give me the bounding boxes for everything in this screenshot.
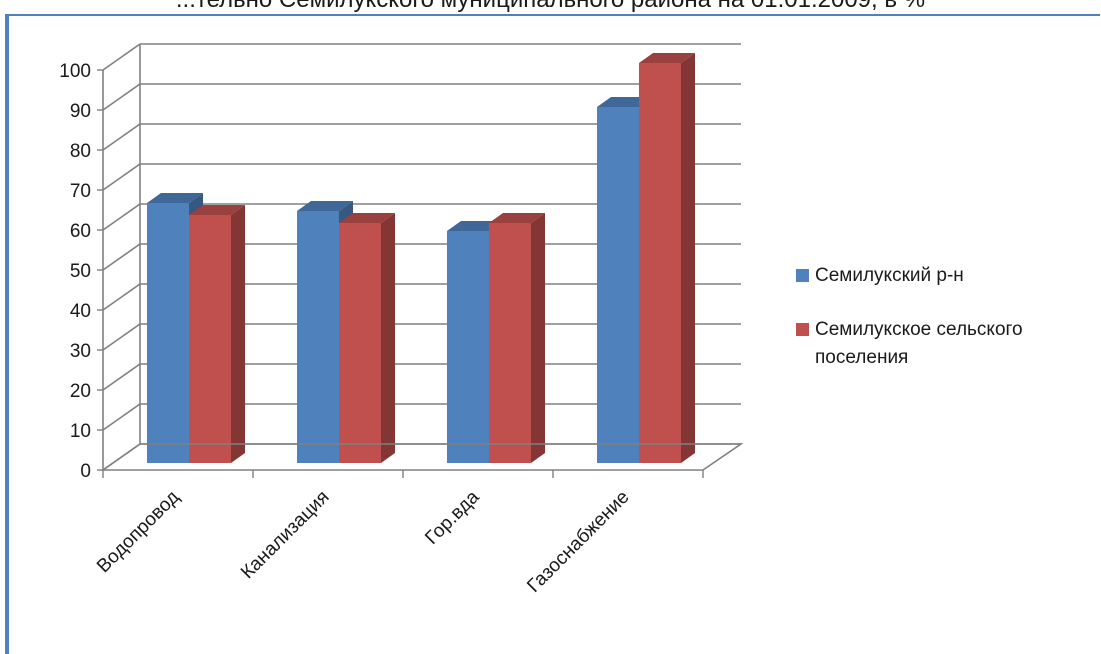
chart-frame: [5, 14, 1100, 654]
y-tick-label: 30: [70, 341, 91, 362]
bar-top: [339, 213, 395, 223]
bar-top: [639, 53, 695, 63]
gridline-diagonal: [102, 363, 141, 391]
bar: [147, 203, 189, 463]
x-tick-label: Водопровод: [93, 487, 184, 578]
x-axis-labels: Водопровод Канализация Гор.вда Газоснабжени…: [93, 486, 634, 596]
gridline-diagonal: [102, 323, 141, 351]
bar-side: [531, 213, 545, 463]
bar: [597, 107, 639, 463]
legend-item: Семилукский р-н: [796, 262, 1096, 290]
legend-label: Семилукское сельского поселения: [815, 319, 1023, 368]
x-tick-label: Канализация: [237, 487, 333, 583]
bar: [297, 211, 339, 463]
bar-top: [147, 193, 203, 203]
bar-top: [297, 201, 353, 211]
bar-side: [381, 213, 395, 463]
y-tick-label: 10: [70, 421, 91, 442]
gridline-diagonal: [102, 243, 141, 271]
y-tick-label: 0: [80, 461, 91, 482]
gridline-diagonal: [102, 123, 141, 151]
y-tick-label: 70: [70, 181, 91, 202]
chart-title-fragment: ...тельно Семилукского муниципального ра…: [0, 0, 1101, 14]
y-tick-label: 100: [59, 61, 91, 82]
bars: [147, 53, 695, 463]
gridline-diagonal: [102, 283, 141, 311]
gridline-diagonal: [102, 83, 141, 111]
bar: [489, 223, 531, 463]
bar-top: [489, 213, 545, 223]
floor-outline: [100, 443, 744, 471]
bar-top: [189, 205, 245, 215]
y-axis-ticks: 0 10 20 30 40 50 60 70 80 90 100: [59, 61, 103, 482]
legend-label: Семилукский р-н: [815, 265, 964, 286]
y-tick-label: 60: [70, 221, 91, 242]
x-axis: [100, 443, 744, 478]
gridline-diagonal: [102, 43, 141, 71]
bar: [447, 231, 489, 463]
legend-item: Семилукское сельского поселения: [796, 316, 1096, 372]
y-tick-label: 20: [70, 381, 91, 402]
gridline-diagonal: [102, 203, 141, 231]
x-tick-label: Гор.вда: [421, 486, 484, 549]
bar: [339, 223, 381, 463]
legend-swatch-red: [796, 323, 809, 336]
y-tick-label: 90: [70, 101, 91, 122]
x-tick-label: Газоснабжение: [523, 487, 633, 597]
legend-swatch-blue: [796, 269, 809, 282]
y-tick-label: 40: [70, 301, 91, 322]
y-tick-label: 80: [70, 141, 91, 162]
bar-side: [231, 205, 245, 463]
gridline-diagonal: [102, 163, 141, 191]
bar: [639, 63, 681, 463]
bar: [189, 215, 231, 463]
gridline-diagonal: [102, 403, 141, 431]
bar-side: [681, 53, 695, 463]
y-tick-label: 50: [70, 261, 91, 282]
legend: Семилукский р-н Семилукское сельского по…: [796, 262, 1096, 398]
